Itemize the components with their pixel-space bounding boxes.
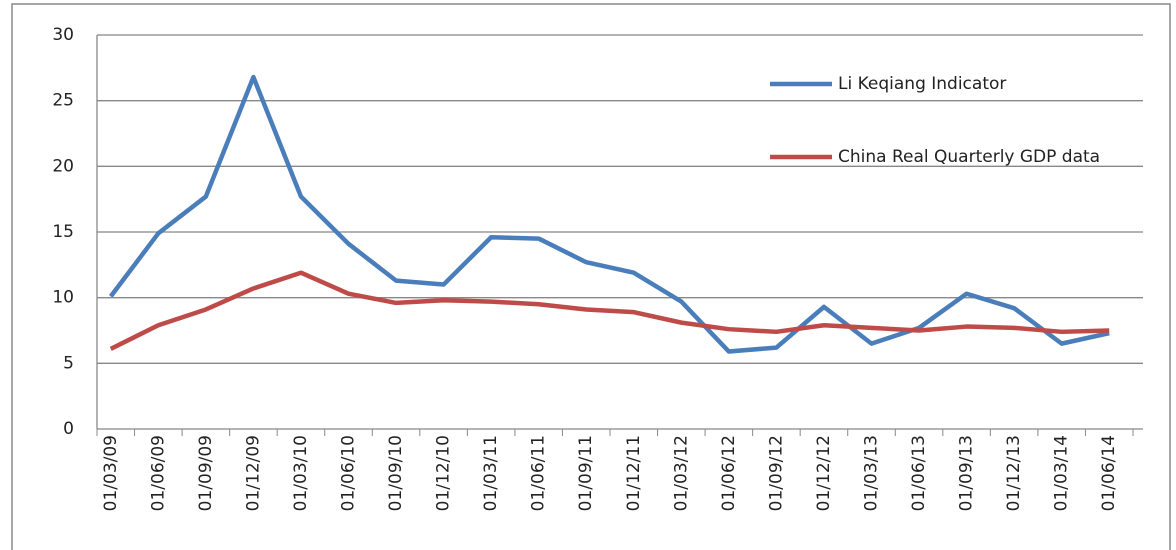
- x-tick-label: 01/06/10: [339, 435, 359, 511]
- x-tick-label: 01/09/13: [957, 435, 977, 511]
- legend-label: Li Keqiang Indicator: [838, 74, 1007, 94]
- y-tick-label: 30: [52, 25, 74, 45]
- chart-frame: [11, 3, 1171, 550]
- x-tick-label: 01/06/13: [909, 435, 929, 511]
- x-tick-label: 01/03/09: [101, 435, 121, 511]
- x-tick-label: 01/03/14: [1052, 435, 1072, 511]
- y-tick-label: 15: [52, 222, 74, 242]
- x-tick-label: 01/12/10: [434, 435, 454, 511]
- legend-label: China Real Quarterly GDP data: [838, 147, 1101, 167]
- x-tick-label: 01/03/13: [862, 435, 882, 511]
- x-tick-label: 01/06/11: [529, 435, 549, 511]
- x-tick-label: 01/12/09: [243, 435, 263, 511]
- x-tick-label: 01/06/14: [1099, 435, 1119, 511]
- x-tick-label: 01/09/10: [386, 435, 406, 511]
- y-tick-label: 25: [52, 91, 74, 111]
- y-tick-label: 0: [63, 419, 74, 439]
- x-tick-label: 01/12/13: [1004, 435, 1024, 511]
- x-tick-label: 01/03/11: [481, 435, 501, 511]
- x-tick-label: 01/09/11: [576, 435, 596, 511]
- y-tick-label: 20: [52, 156, 74, 176]
- x-tick-label: 01/12/11: [624, 435, 644, 511]
- x-tick-label: 01/06/09: [148, 435, 168, 511]
- series-line: [109, 270, 1110, 351]
- series-line: [108, 74, 1110, 354]
- x-tick-label: 01/09/09: [196, 435, 216, 511]
- x-tick-label: 01/12/12: [814, 435, 834, 511]
- y-tick-label: 5: [63, 353, 74, 373]
- x-tick-label: 01/03/12: [671, 435, 691, 511]
- x-tick-label: 01/03/10: [291, 435, 311, 511]
- y-tick-label: 10: [52, 288, 74, 308]
- x-tick-label: 01/09/12: [766, 435, 786, 511]
- x-tick-label: 01/06/12: [719, 435, 739, 511]
